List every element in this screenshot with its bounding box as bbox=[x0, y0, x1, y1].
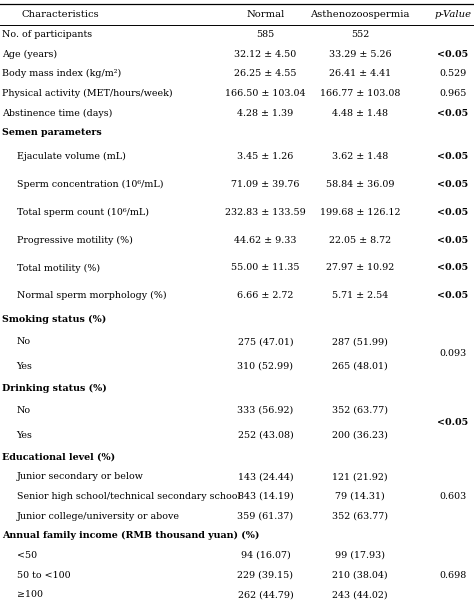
Text: Educational level (%): Educational level (%) bbox=[2, 453, 116, 462]
Text: 352 (63.77): 352 (63.77) bbox=[332, 406, 388, 415]
Text: 4.28 ± 1.39: 4.28 ± 1.39 bbox=[237, 108, 293, 117]
Text: Smoking status (%): Smoking status (%) bbox=[2, 315, 107, 324]
Text: Total sperm count (10⁶/mL): Total sperm count (10⁶/mL) bbox=[17, 208, 148, 217]
Text: 94 (16.07): 94 (16.07) bbox=[241, 551, 290, 560]
Text: 55.00 ± 11.35: 55.00 ± 11.35 bbox=[231, 264, 300, 273]
Text: 229 (39.15): 229 (39.15) bbox=[237, 571, 293, 580]
Text: 121 (21.92): 121 (21.92) bbox=[332, 473, 388, 482]
Text: 166.77 ± 103.08: 166.77 ± 103.08 bbox=[320, 89, 401, 98]
Text: 44.62 ± 9.33: 44.62 ± 9.33 bbox=[234, 235, 297, 244]
Text: 27.97 ± 10.92: 27.97 ± 10.92 bbox=[326, 264, 394, 273]
Text: 143 (24.44): 143 (24.44) bbox=[237, 473, 293, 482]
Text: 79 (14.31): 79 (14.31) bbox=[336, 492, 385, 501]
Text: Physical activity (MET/hours/week): Physical activity (MET/hours/week) bbox=[2, 89, 173, 98]
Text: Ejaculate volume (mL): Ejaculate volume (mL) bbox=[17, 152, 126, 161]
Text: 232.83 ± 133.59: 232.83 ± 133.59 bbox=[225, 208, 306, 217]
Text: Progressive motility (%): Progressive motility (%) bbox=[17, 235, 132, 244]
Text: <0.05: <0.05 bbox=[437, 152, 468, 161]
Text: Yes: Yes bbox=[17, 430, 32, 439]
Text: 22.05 ± 8.72: 22.05 ± 8.72 bbox=[329, 235, 392, 244]
Text: 200 (36.23): 200 (36.23) bbox=[332, 430, 388, 439]
Text: Normal: Normal bbox=[246, 10, 284, 19]
Text: Body mass index (kg/m²): Body mass index (kg/m²) bbox=[2, 69, 122, 78]
Text: 0.965: 0.965 bbox=[439, 89, 466, 98]
Text: p-Value: p-Value bbox=[434, 10, 471, 19]
Text: Normal sperm morphology (%): Normal sperm morphology (%) bbox=[17, 291, 166, 300]
Text: 3.45 ± 1.26: 3.45 ± 1.26 bbox=[237, 152, 293, 161]
Text: 843 (14.19): 843 (14.19) bbox=[237, 492, 293, 501]
Text: 333 (56.92): 333 (56.92) bbox=[237, 406, 293, 415]
Text: 26.41 ± 4.41: 26.41 ± 4.41 bbox=[329, 69, 392, 78]
Text: 210 (38.04): 210 (38.04) bbox=[332, 571, 388, 580]
Text: Age (years): Age (years) bbox=[2, 49, 57, 59]
Text: Yes: Yes bbox=[17, 362, 32, 371]
Text: 26.25 ± 4.55: 26.25 ± 4.55 bbox=[234, 69, 297, 78]
Text: Semen parameters: Semen parameters bbox=[2, 128, 102, 137]
Text: 4.48 ± 1.48: 4.48 ± 1.48 bbox=[332, 108, 388, 117]
Text: <0.05: <0.05 bbox=[437, 108, 468, 117]
Text: No. of participants: No. of participants bbox=[2, 30, 92, 39]
Text: <0.05: <0.05 bbox=[437, 208, 468, 217]
Text: 199.68 ± 126.12: 199.68 ± 126.12 bbox=[320, 208, 401, 217]
Text: <0.05: <0.05 bbox=[437, 180, 468, 189]
Text: 71.09 ± 39.76: 71.09 ± 39.76 bbox=[231, 180, 300, 189]
Text: Junior college/university or above: Junior college/university or above bbox=[17, 512, 180, 521]
Text: Senior high school/technical secondary school: Senior high school/technical secondary s… bbox=[17, 492, 240, 501]
Text: 3.62 ± 1.48: 3.62 ± 1.48 bbox=[332, 152, 388, 161]
Text: <0.05: <0.05 bbox=[437, 418, 468, 427]
Text: Total motility (%): Total motility (%) bbox=[17, 264, 100, 273]
Text: 5.71 ± 2.54: 5.71 ± 2.54 bbox=[332, 291, 388, 300]
Text: Drinking status (%): Drinking status (%) bbox=[2, 384, 107, 393]
Text: 33.29 ± 5.26: 33.29 ± 5.26 bbox=[329, 49, 392, 58]
Text: 252 (43.08): 252 (43.08) bbox=[237, 430, 293, 439]
Text: Junior secondary or below: Junior secondary or below bbox=[17, 473, 144, 482]
Text: Characteristics: Characteristics bbox=[21, 10, 99, 19]
Text: 352 (63.77): 352 (63.77) bbox=[332, 512, 388, 521]
Text: 6.66 ± 2.72: 6.66 ± 2.72 bbox=[237, 291, 293, 300]
Text: 0.529: 0.529 bbox=[439, 69, 466, 78]
Text: 58.84 ± 36.09: 58.84 ± 36.09 bbox=[326, 180, 394, 189]
Text: 0.698: 0.698 bbox=[439, 571, 466, 580]
Text: Annual family income (RMB thousand yuan) (%): Annual family income (RMB thousand yuan)… bbox=[2, 532, 260, 541]
Text: Sperm concentration (10⁶/mL): Sperm concentration (10⁶/mL) bbox=[17, 180, 163, 189]
Text: Abstinence time (days): Abstinence time (days) bbox=[2, 108, 113, 117]
Text: <0.05: <0.05 bbox=[437, 235, 468, 244]
Text: 0.603: 0.603 bbox=[439, 492, 466, 501]
Text: 585: 585 bbox=[256, 30, 274, 39]
Text: 32.12 ± 4.50: 32.12 ± 4.50 bbox=[234, 49, 297, 58]
Text: 243 (44.02): 243 (44.02) bbox=[332, 591, 388, 600]
Text: 310 (52.99): 310 (52.99) bbox=[237, 362, 293, 371]
Text: 99 (17.93): 99 (17.93) bbox=[335, 551, 385, 560]
Text: 552: 552 bbox=[351, 30, 369, 39]
Text: 262 (44.79): 262 (44.79) bbox=[237, 591, 293, 600]
Text: <0.05: <0.05 bbox=[437, 264, 468, 273]
Text: <0.05: <0.05 bbox=[437, 49, 468, 58]
Text: No: No bbox=[17, 337, 31, 346]
Text: 50 to <100: 50 to <100 bbox=[17, 571, 70, 580]
Text: Asthenozoospermia: Asthenozoospermia bbox=[310, 10, 410, 19]
Text: <0.05: <0.05 bbox=[437, 291, 468, 300]
Text: 166.50 ± 103.04: 166.50 ± 103.04 bbox=[225, 89, 306, 98]
Text: 275 (47.01): 275 (47.01) bbox=[237, 337, 293, 346]
Text: 265 (48.01): 265 (48.01) bbox=[332, 362, 388, 371]
Text: 359 (61.37): 359 (61.37) bbox=[237, 512, 293, 521]
Text: 0.093: 0.093 bbox=[439, 350, 466, 358]
Text: No: No bbox=[17, 406, 31, 415]
Text: <50: <50 bbox=[17, 551, 36, 560]
Text: ≥100: ≥100 bbox=[17, 591, 43, 600]
Text: 287 (51.99): 287 (51.99) bbox=[332, 337, 388, 346]
